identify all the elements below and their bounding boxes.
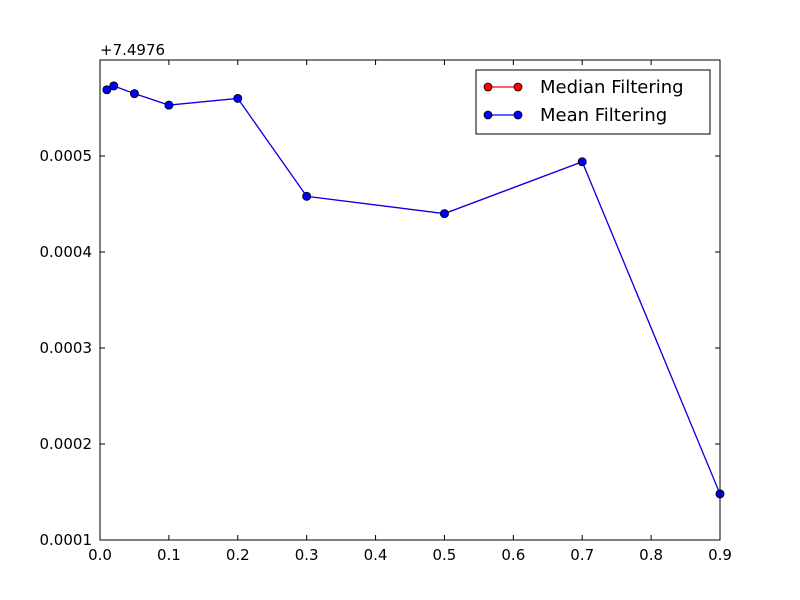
x-tick-label: 0.0 xyxy=(88,546,112,564)
series-line-median-filtering xyxy=(106,85,721,495)
legend-marker-mean xyxy=(483,110,493,120)
legend-marker-mean xyxy=(513,110,523,120)
x-tick-label: 0.5 xyxy=(433,546,457,564)
x-tick-label: 0.8 xyxy=(639,546,663,564)
data-point-mean-filtering xyxy=(302,191,312,201)
data-point-mean-filtering xyxy=(577,157,587,167)
legend: Median Filtering Mean Filtering xyxy=(475,69,711,135)
x-tick-label: 0.7 xyxy=(570,546,594,564)
data-point-mean-filtering xyxy=(440,209,449,219)
legend-box xyxy=(475,69,711,135)
data-point-mean-filtering xyxy=(164,100,174,110)
y-tick-label: 0.0003 xyxy=(40,339,93,357)
plot-data-layer xyxy=(102,81,725,499)
series-line-mean-filtering xyxy=(106,85,721,495)
x-tick-label: 0.2 xyxy=(226,546,250,564)
x-tick-label: 0.3 xyxy=(295,546,319,564)
x-tick-label: 0.9 xyxy=(708,546,732,564)
legend-marker-median xyxy=(483,82,493,92)
legend-label-median: Median Filtering xyxy=(540,77,684,98)
data-point-mean-filtering xyxy=(130,89,139,98)
data-point-mean-filtering xyxy=(233,94,243,103)
y-tick-label: 0.0001 xyxy=(40,531,93,549)
legend-label-mean: Mean Filtering xyxy=(540,105,667,126)
y-tick-label: 0.0004 xyxy=(40,243,93,261)
legend-marker-median xyxy=(513,82,523,92)
axis-ticks: 0.0 0.1 0.2 0.3 0.4 0.5 0.6 0.7 0.8 0.9 0.0001 0.00… xyxy=(40,60,732,564)
plot-frame xyxy=(99,59,721,541)
data-point-mean-filtering xyxy=(102,85,112,95)
data-point-mean-filtering xyxy=(109,81,119,91)
y-tick-label: 0.0005 xyxy=(40,147,93,165)
x-tick-label: 0.4 xyxy=(364,546,388,564)
y-tick-label: 0.0002 xyxy=(40,435,93,453)
x-tick-label: 0.6 xyxy=(501,546,525,564)
x-tick-label: 0.1 xyxy=(157,546,181,564)
y-axis-offset-label: +7.4976 xyxy=(100,41,165,59)
